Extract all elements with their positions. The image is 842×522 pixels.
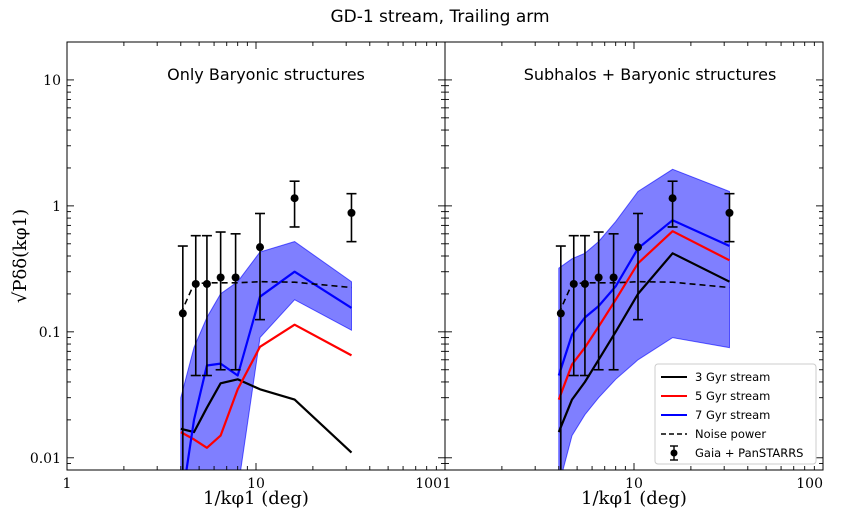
scatter-band bbox=[558, 168, 730, 470]
data-point bbox=[191, 279, 200, 288]
x-tick-label: 1 bbox=[443, 476, 452, 492]
data-point bbox=[347, 208, 356, 217]
data-point bbox=[216, 273, 225, 282]
data-point bbox=[256, 243, 265, 252]
x-tick-label: 10 bbox=[247, 476, 265, 492]
y-tick-label: 0.01 bbox=[30, 451, 61, 467]
chart-title: GD-1 stream, Trailing arm bbox=[330, 7, 549, 27]
x-tick-label: 10 bbox=[625, 476, 643, 492]
legend-marker-point bbox=[670, 449, 678, 457]
data-point bbox=[290, 194, 299, 203]
legend-label: 7 Gyr stream bbox=[695, 408, 770, 422]
panel-title-subhalos-baryonic: Subhalos + Baryonic structures bbox=[524, 65, 777, 84]
data-point bbox=[668, 194, 677, 203]
legend-label: 5 Gyr stream bbox=[695, 389, 770, 403]
series-line-7gyr bbox=[185, 270, 353, 470]
axes-subhalos-baryonic: 1 10 100 bbox=[443, 41, 824, 492]
y-axis-label: √Pδδ(kφ1) bbox=[10, 209, 31, 303]
data-point bbox=[178, 309, 187, 318]
x-axis-label-right: 1/kφ1 (deg) bbox=[581, 488, 687, 509]
y-tick-label: 10 bbox=[43, 73, 61, 89]
data-point bbox=[725, 208, 734, 217]
data-point bbox=[231, 273, 240, 282]
data-point bbox=[569, 279, 578, 288]
series-line-3gyr bbox=[557, 252, 730, 433]
legend-box bbox=[654, 363, 817, 465]
panel-baryonic bbox=[177, 180, 357, 470]
y-tick-label: 0.1 bbox=[39, 325, 61, 341]
data-point bbox=[594, 273, 603, 282]
data-point bbox=[556, 309, 565, 318]
x-tick-label: 100 bbox=[415, 476, 442, 492]
axes-frame bbox=[66, 41, 446, 471]
legend: 3 Gyr stream 5 Gyr stream 7 Gyr stream Nois… bbox=[654, 363, 817, 465]
panel-title-baryonic: Only Baryonic structures bbox=[167, 65, 365, 84]
scatter-band bbox=[180, 241, 352, 470]
x-tick-label: 1 bbox=[63, 476, 72, 492]
legend-label: Noise power bbox=[695, 427, 766, 441]
legend-label: Gaia + PanSTARRS bbox=[695, 446, 803, 460]
series-line-5gyr bbox=[180, 323, 353, 449]
data-point bbox=[202, 279, 211, 288]
panel-subhalos-baryonic bbox=[555, 168, 735, 470]
axes-baryonic: 1 10 100 0.01 0.1 1 10 bbox=[30, 41, 446, 492]
data-point bbox=[634, 243, 643, 252]
y-tick-label: 1 bbox=[52, 199, 61, 215]
series-line-3gyr bbox=[180, 378, 353, 454]
x-axis-label-left: 1/kφ1 (deg) bbox=[203, 488, 309, 509]
data-point bbox=[580, 279, 589, 288]
x-tick-label: 100 bbox=[796, 476, 823, 492]
legend-label: 3 Gyr stream bbox=[695, 370, 770, 384]
data-point bbox=[609, 273, 618, 282]
